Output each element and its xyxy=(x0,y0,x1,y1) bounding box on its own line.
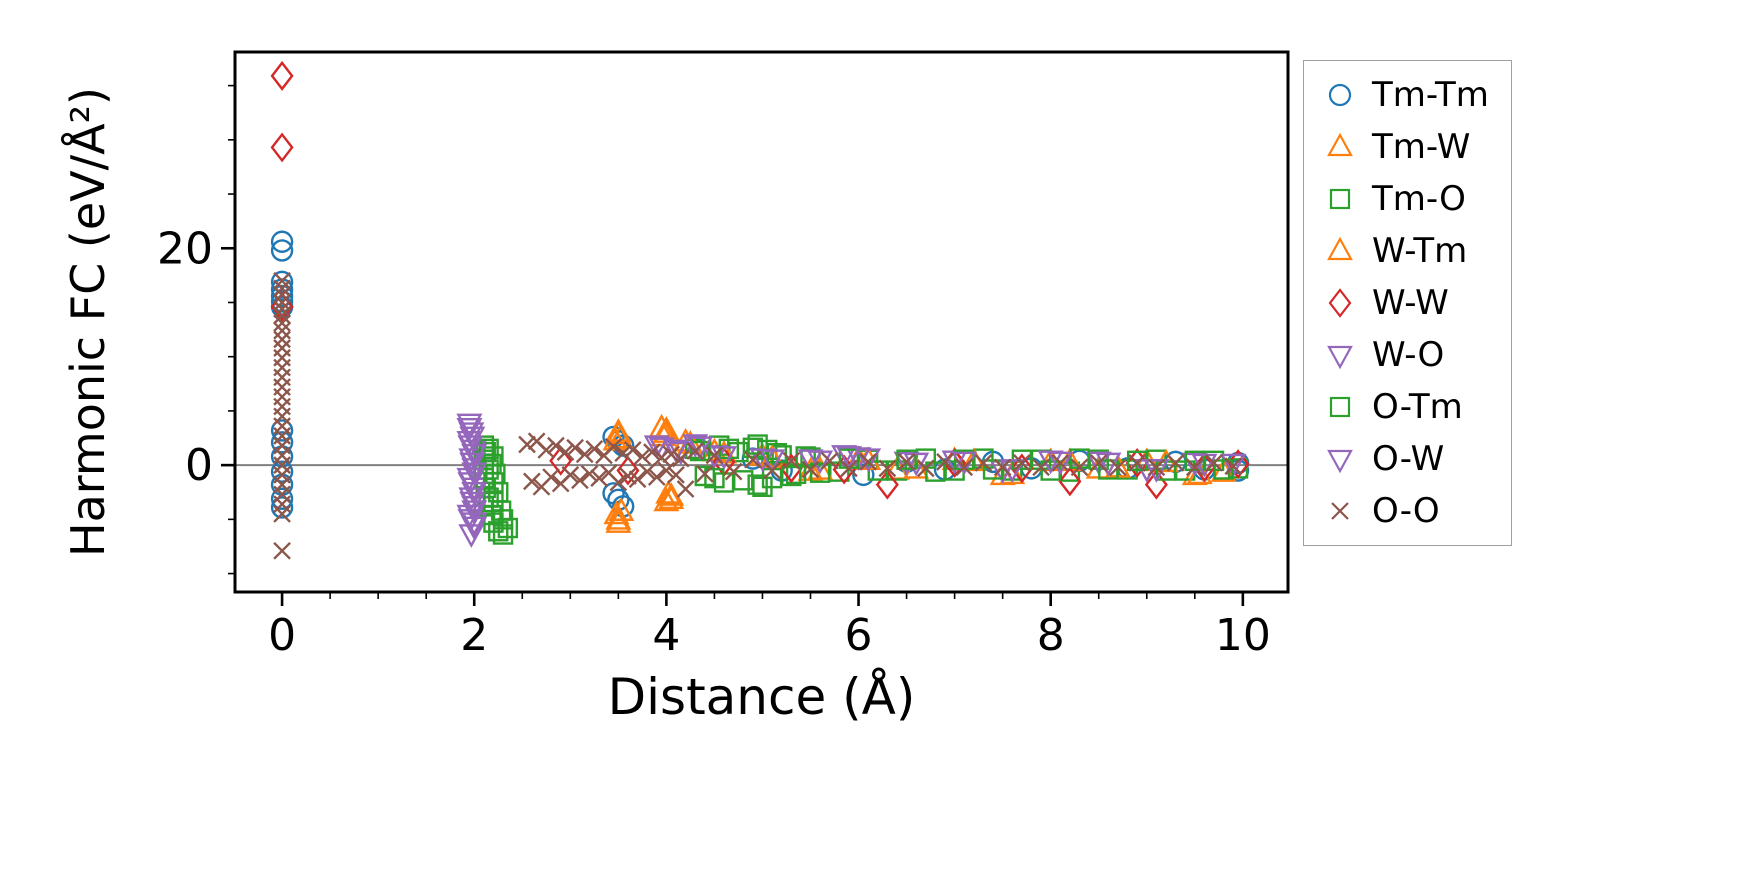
legend-item-W-Tm: W-Tm xyxy=(1320,229,1489,273)
x-legend-icon xyxy=(1331,502,1349,520)
triangle-down-legend-icon xyxy=(1327,345,1353,370)
legend-label: O-O xyxy=(1372,491,1440,531)
svg-text:0: 0 xyxy=(268,610,296,661)
legend-item-W-W: W-W xyxy=(1320,281,1489,325)
square-legend-icon xyxy=(1329,396,1351,418)
legend-item-Tm-W: Tm-W xyxy=(1320,125,1489,169)
legend-label: W-Tm xyxy=(1372,231,1468,271)
legend-label: Tm-W xyxy=(1372,127,1471,167)
legend-label: Tm-O xyxy=(1372,179,1466,219)
plot-frame xyxy=(233,50,1290,594)
legend-label: W-W xyxy=(1372,283,1449,323)
triangle-up-legend-icon xyxy=(1327,132,1353,157)
legend-label: Tm-Tm xyxy=(1372,75,1489,115)
y-axis-label: Harmonic FC (eV/Å²) xyxy=(61,87,115,557)
legend: Tm-Tm Tm-W Tm-O W-Tm W-W W-O O-Tm O-W O-O xyxy=(1303,60,1512,546)
diamond-legend-icon xyxy=(1328,288,1352,318)
legend-item-O-O: O-O xyxy=(1320,489,1489,533)
svg-text:8: 8 xyxy=(1037,610,1065,661)
legend-item-Tm-Tm: Tm-Tm xyxy=(1320,73,1489,117)
x-axis-label: Distance (Å) xyxy=(607,668,916,726)
legend-label: O-W xyxy=(1372,439,1445,479)
y-axis-ticks: 0 20 xyxy=(157,84,235,575)
legend-item-Tm-O: Tm-O xyxy=(1320,177,1489,221)
x-axis-ticks: 0 2 4 6 8 10 xyxy=(268,592,1271,661)
square-legend-icon xyxy=(1329,188,1351,210)
legend-label: O-Tm xyxy=(1372,387,1463,427)
circle-legend-icon xyxy=(1328,83,1352,107)
triangle-up-legend-icon xyxy=(1327,236,1353,261)
triangle-down-legend-icon xyxy=(1327,449,1353,474)
legend-item-O-Tm: O-Tm xyxy=(1320,385,1489,429)
svg-text:20: 20 xyxy=(157,223,213,274)
svg-text:2: 2 xyxy=(460,610,488,661)
svg-text:10: 10 xyxy=(1215,610,1271,661)
series-O-O xyxy=(273,271,1243,560)
legend-label: W-O xyxy=(1372,335,1445,375)
legend-item-O-W: O-W xyxy=(1320,437,1489,481)
svg-text:6: 6 xyxy=(845,610,873,661)
series-W-W xyxy=(270,60,1250,500)
legend-item-W-O: W-O xyxy=(1320,333,1489,377)
svg-text:4: 4 xyxy=(652,610,680,661)
svg-text:0: 0 xyxy=(185,440,213,491)
